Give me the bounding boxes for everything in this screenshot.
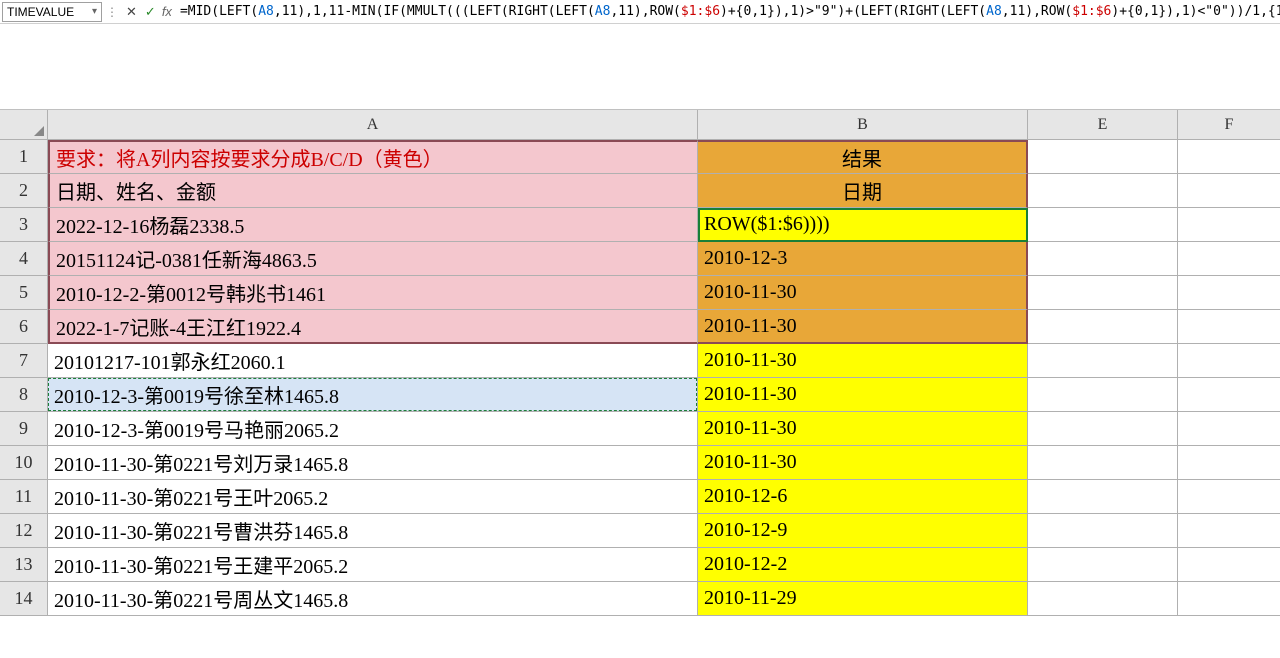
cell-B6[interactable]: 2010-11-30	[698, 310, 1028, 344]
cell-A13[interactable]: 2010-11-30-第0221号王建平2065.2	[48, 548, 698, 582]
cell-F3[interactable]	[1178, 208, 1280, 242]
col-header-B[interactable]: B	[698, 110, 1028, 140]
cell-A7[interactable]: 20101217-101郭永红2060.1	[48, 344, 698, 378]
row-header-5[interactable]: 5	[0, 276, 48, 310]
row-header-9[interactable]: 9	[0, 412, 48, 446]
cell-F1[interactable]	[1178, 140, 1280, 174]
cell-A2[interactable]: 日期、姓名、金额	[48, 174, 698, 208]
cell-B8[interactable]: 2010-11-30	[698, 378, 1028, 412]
cell-B4[interactable]: 2010-12-3	[698, 242, 1028, 276]
cell-F5[interactable]	[1178, 276, 1280, 310]
col-header-E[interactable]: E	[1028, 110, 1178, 140]
spreadsheet-grid: A B E F 1 要求：将A列内容按要求分成B/C/D（黄色） 结果 2 日期…	[0, 110, 1280, 616]
cell-A12[interactable]: 2010-11-30-第0221号曹洪芬1465.8	[48, 514, 698, 548]
cell-F9[interactable]	[1178, 412, 1280, 446]
cell-E10[interactable]	[1028, 446, 1178, 480]
cell-B13[interactable]: 2010-12-2	[698, 548, 1028, 582]
row-header-12[interactable]: 12	[0, 514, 48, 548]
row-header-1[interactable]: 1	[0, 140, 48, 174]
cell-A6[interactable]: 2022-1-7记账-4王江红1922.4	[48, 310, 698, 344]
name-box[interactable]: TIMEVALUE ▾	[2, 2, 102, 22]
cell-A4[interactable]: 20151124记-0381任新海4863.5	[48, 242, 698, 276]
cell-B11[interactable]: 2010-12-6	[698, 480, 1028, 514]
cell-F8[interactable]	[1178, 378, 1280, 412]
cell-E8[interactable]	[1028, 378, 1178, 412]
cell-B2[interactable]: 日期	[698, 174, 1028, 208]
cell-E14[interactable]	[1028, 582, 1178, 616]
cell-E6[interactable]	[1028, 310, 1178, 344]
cell-F6[interactable]	[1178, 310, 1280, 344]
row-header-13[interactable]: 13	[0, 548, 48, 582]
cell-A3[interactable]: 2022-12-16杨磊2338.5	[48, 208, 698, 242]
fx-icon[interactable]: fx	[162, 4, 172, 19]
cell-E2[interactable]	[1028, 174, 1178, 208]
chevron-down-icon[interactable]: ▾	[92, 6, 97, 17]
cell-B1[interactable]: 结果	[698, 140, 1028, 174]
cell-E4[interactable]	[1028, 242, 1178, 276]
cell-B7[interactable]: 2010-11-30	[698, 344, 1028, 378]
cell-A10[interactable]: 2010-11-30-第0221号刘万录1465.8	[48, 446, 698, 480]
cell-F4[interactable]	[1178, 242, 1280, 276]
cell-F11[interactable]	[1178, 480, 1280, 514]
cell-B9[interactable]: 2010-11-30	[698, 412, 1028, 446]
row-header-3[interactable]: 3	[0, 208, 48, 242]
cell-E7[interactable]	[1028, 344, 1178, 378]
row-header-6[interactable]: 6	[0, 310, 48, 344]
cell-B5[interactable]: 2010-11-30	[698, 276, 1028, 310]
cell-E11[interactable]	[1028, 480, 1178, 514]
cell-E9[interactable]	[1028, 412, 1178, 446]
cell-B14[interactable]: 2010-11-29	[698, 582, 1028, 616]
formula-expand-area	[0, 24, 1280, 110]
select-all-corner[interactable]	[0, 110, 48, 140]
cell-A8[interactable]: 2010-12-3-第0019号徐至林1465.8	[48, 378, 698, 412]
formula-input[interactable]: =MID(LEFT(A8,11),1,11-MIN(IF(MMULT(((LEF…	[178, 2, 1280, 22]
cell-A11[interactable]: 2010-11-30-第0221号王叶2065.2	[48, 480, 698, 514]
name-box-value: TIMEVALUE	[7, 5, 74, 19]
col-header-F[interactable]: F	[1178, 110, 1280, 140]
cell-A14[interactable]: 2010-11-30-第0221号周丛文1465.8	[48, 582, 698, 616]
formula-cancel-button[interactable]: ✕	[126, 4, 137, 20]
cell-B12[interactable]: 2010-12-9	[698, 514, 1028, 548]
cell-F7[interactable]	[1178, 344, 1280, 378]
cell-E3[interactable]	[1028, 208, 1178, 242]
col-header-A[interactable]: A	[48, 110, 698, 140]
row-header-10[interactable]: 10	[0, 446, 48, 480]
separator-icon: ⋮	[106, 5, 118, 19]
cell-F12[interactable]	[1178, 514, 1280, 548]
cell-A5[interactable]: 2010-12-2-第0012号韩兆书1461	[48, 276, 698, 310]
row-header-7[interactable]: 7	[0, 344, 48, 378]
cell-E1[interactable]	[1028, 140, 1178, 174]
formula-bar: TIMEVALUE ▾ ⋮ ✕ ✓ fx =MID(LEFT(A8,11),1,…	[0, 0, 1280, 24]
cell-F13[interactable]	[1178, 548, 1280, 582]
cell-F2[interactable]	[1178, 174, 1280, 208]
row-header-14[interactable]: 14	[0, 582, 48, 616]
cell-B10[interactable]: 2010-11-30	[698, 446, 1028, 480]
cell-A9[interactable]: 2010-12-3-第0019号马艳丽2065.2	[48, 412, 698, 446]
cell-A1[interactable]: 要求：将A列内容按要求分成B/C/D（黄色）	[48, 140, 698, 174]
cell-E12[interactable]	[1028, 514, 1178, 548]
row-header-4[interactable]: 4	[0, 242, 48, 276]
row-header-11[interactable]: 11	[0, 480, 48, 514]
cell-E13[interactable]	[1028, 548, 1178, 582]
cell-B3[interactable]: ROW($1:$6))))	[698, 208, 1028, 242]
cell-F14[interactable]	[1178, 582, 1280, 616]
cell-F10[interactable]	[1178, 446, 1280, 480]
cell-E5[interactable]	[1028, 276, 1178, 310]
row-header-8[interactable]: 8	[0, 378, 48, 412]
row-header-2[interactable]: 2	[0, 174, 48, 208]
formula-accept-button[interactable]: ✓	[145, 4, 156, 20]
